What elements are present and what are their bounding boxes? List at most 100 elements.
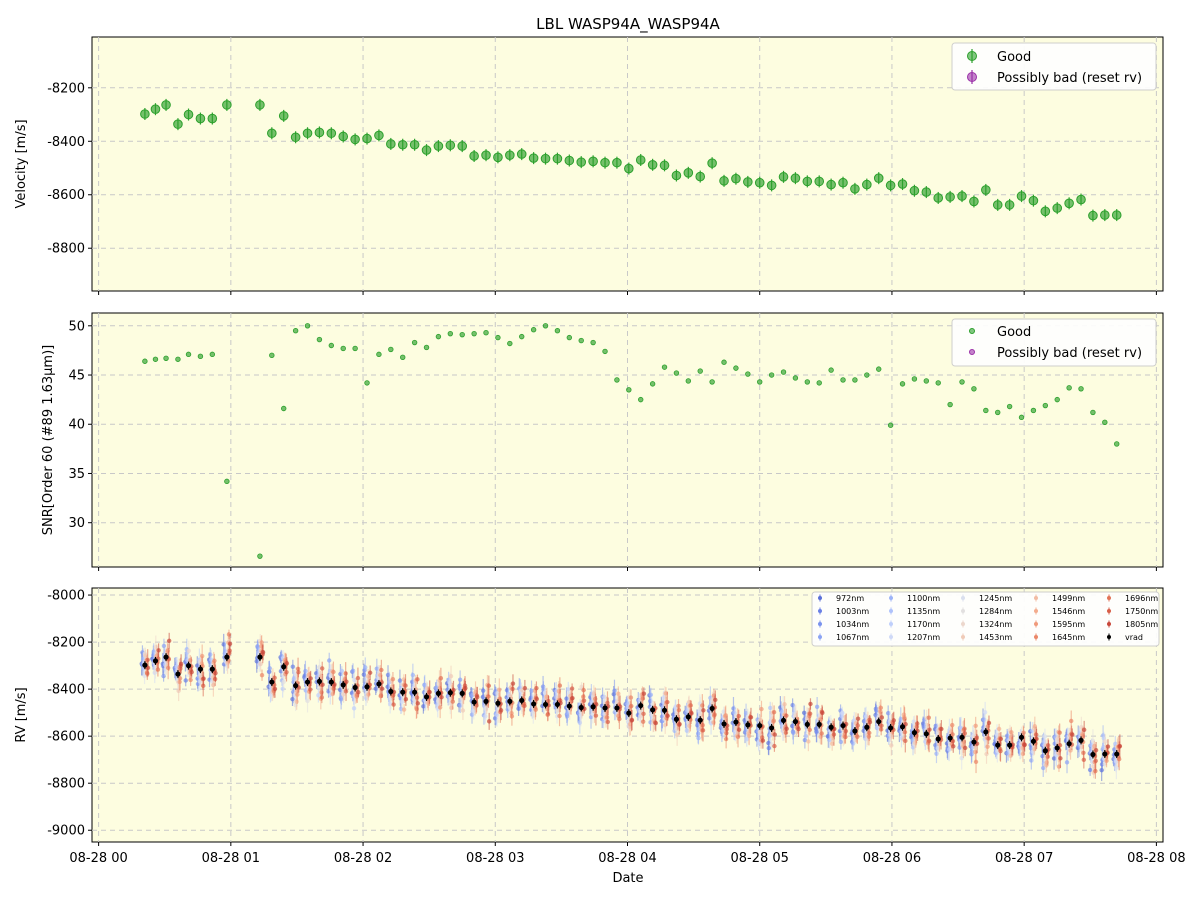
rv-wavelength-point xyxy=(522,685,528,691)
snr-point xyxy=(185,351,192,358)
rv-wavelength-point xyxy=(448,673,454,679)
snr-point xyxy=(566,334,573,341)
rv-wavelength-point xyxy=(1069,718,1074,724)
vrad-point xyxy=(757,722,763,729)
snr-point xyxy=(1078,386,1084,392)
rv-wavelength-point xyxy=(808,701,813,707)
snr-point xyxy=(483,329,489,336)
rv-wavelength-point xyxy=(363,665,368,670)
rv-wavelength-point xyxy=(889,743,894,748)
rv-wavelength-point xyxy=(1093,747,1099,753)
rv-wavelength-point xyxy=(1042,734,1048,739)
rv-wavelength-point xyxy=(855,734,860,740)
velocity-point xyxy=(671,170,682,181)
velocity-point xyxy=(683,168,694,178)
vrad-point xyxy=(364,684,370,690)
velocity-point xyxy=(1100,210,1110,220)
rv-wavelength-point xyxy=(188,677,193,683)
y-tick-label: 35 xyxy=(68,467,85,482)
rv-wavelength-point xyxy=(629,703,634,709)
velocity-point xyxy=(707,158,717,168)
rv-wavelength-point xyxy=(379,667,384,673)
rv-wavelength-point xyxy=(183,678,188,683)
y-tick-label: -8200 xyxy=(47,81,85,96)
snr-point xyxy=(697,368,703,374)
vrad-point xyxy=(769,725,775,731)
velocity-point xyxy=(1004,200,1015,210)
rv-wavelength-point xyxy=(676,707,682,713)
velocity-point xyxy=(600,157,610,168)
rv-legend-label: 1067nm xyxy=(836,633,869,642)
vrad-point xyxy=(1030,738,1037,744)
vrad-point xyxy=(412,689,418,695)
rv-wavelength-point xyxy=(308,687,313,692)
rv-legend-label: 972nm xyxy=(836,594,864,603)
x-tick-label: 08-28 06 xyxy=(863,851,921,866)
rv-wavelength-point xyxy=(161,643,167,649)
velocity-point xyxy=(921,187,932,197)
velocity-point xyxy=(350,134,360,145)
y-tick-label: 30 xyxy=(68,516,85,531)
rv-wavelength-point xyxy=(450,699,455,704)
velocity-point xyxy=(695,171,706,182)
rv-wavelength-point xyxy=(867,730,872,736)
vrad-point xyxy=(316,678,323,684)
vrad-point xyxy=(590,704,596,710)
vrad-point xyxy=(888,725,894,731)
velocity-point xyxy=(457,141,468,151)
rv-legend-marker xyxy=(818,635,822,639)
velocity-point xyxy=(873,173,884,183)
rv-wavelength-point xyxy=(522,703,527,709)
rv-wavelength-point xyxy=(760,738,766,743)
rv-wavelength-point xyxy=(736,713,741,719)
rv-wavelength-point xyxy=(926,738,932,743)
rv-legend-label: 1595nm xyxy=(1052,620,1085,629)
rv-wavelength-point xyxy=(628,695,634,700)
legend-good-marker xyxy=(967,51,977,61)
legend-good-label: Good xyxy=(997,325,1031,340)
rv-wavelength-point xyxy=(1045,754,1050,759)
snr-legend: Good Possibly bad (reset rv) xyxy=(951,318,1157,367)
velocity-point xyxy=(267,128,277,139)
rv-legend-marker xyxy=(1107,596,1111,600)
rv-wavelength-point xyxy=(272,675,277,681)
rv-wavelength-point xyxy=(1087,767,1093,773)
rv-wavelength-point xyxy=(604,715,610,720)
snr-point xyxy=(709,379,715,385)
velocity-point xyxy=(326,128,337,139)
rv-wavelength-point xyxy=(486,683,492,688)
rv-wavelength-point xyxy=(331,669,336,675)
rv-wavelength-point xyxy=(1057,730,1062,735)
rv-wavelength-point xyxy=(803,733,809,739)
rv-wavelength-point xyxy=(903,738,908,744)
rv-wavelength-point xyxy=(641,691,647,696)
rv-wavelength-point xyxy=(744,737,749,742)
velocity-point xyxy=(505,150,515,160)
rv-wavelength-point xyxy=(973,759,979,765)
snr-ylabel: SNR[Order 60 (#89 1.63μm)] xyxy=(41,345,56,536)
rv-wavelength-point xyxy=(771,710,777,715)
rv-wavelength-point xyxy=(758,717,763,723)
velocity-point xyxy=(624,163,634,174)
rv-legend-marker xyxy=(1034,596,1038,600)
vrad-point xyxy=(959,734,965,740)
rv-wavelength-point xyxy=(998,748,1003,754)
rv-wavelength-point xyxy=(165,665,171,671)
rv-wavelength-point xyxy=(403,697,409,702)
rv-wavelength-point xyxy=(463,685,468,691)
snr-point xyxy=(721,359,727,365)
velocity-point xyxy=(161,100,171,110)
rv-wavelength-point xyxy=(189,669,194,675)
snr-point xyxy=(614,377,620,383)
vrad-point xyxy=(995,742,1001,748)
rv-legend-label: vrad xyxy=(1125,633,1143,642)
rv-wavelength-point xyxy=(259,673,265,678)
rv-wavelength-point xyxy=(1117,743,1123,749)
snr-point xyxy=(142,358,148,364)
rv-wavelength-point xyxy=(439,694,444,700)
x-tick-label: 08-28 00 xyxy=(69,851,127,866)
rv-wavelength-point xyxy=(701,708,706,713)
vrad-point xyxy=(152,658,159,664)
rv-wavelength-point xyxy=(723,713,728,718)
rv-wavelength-point xyxy=(939,726,944,732)
